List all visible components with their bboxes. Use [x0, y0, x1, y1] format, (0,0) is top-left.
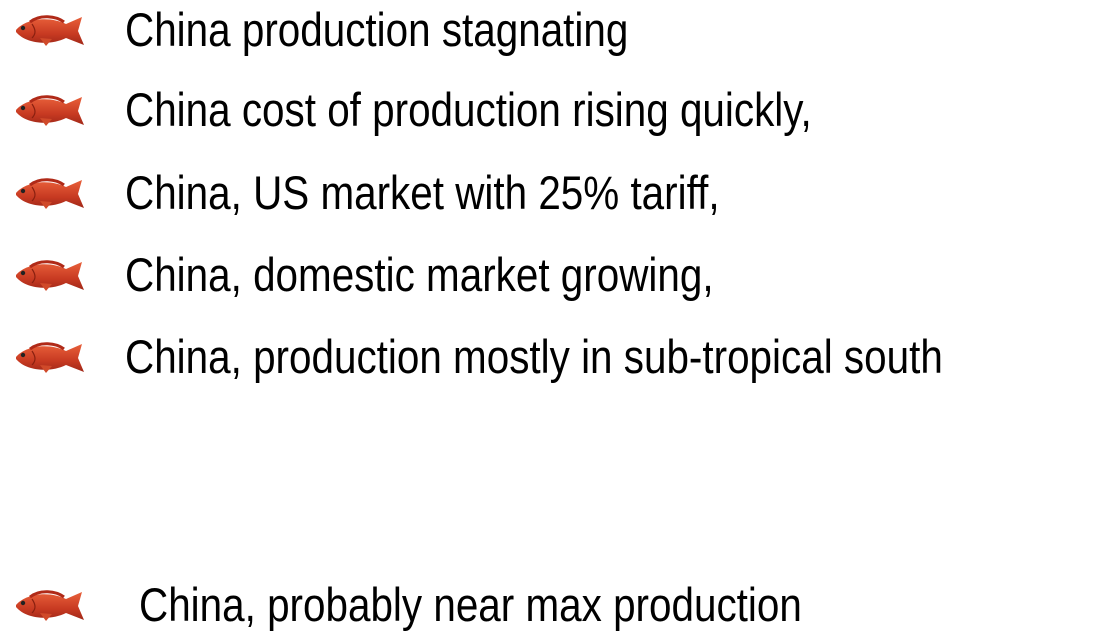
fish-bullet — [12, 14, 88, 48]
bullet-text: China, domestic market growing, — [125, 245, 714, 305]
bullet-row: China cost of production rising quickly, — [0, 80, 1101, 140]
bullet-row: China, domestic market growing, — [0, 245, 1101, 305]
fish-bullet — [12, 177, 88, 211]
bullet-text: China, production mostly in sub-tropical… — [125, 327, 943, 387]
bullet-row: China production stagnating — [0, 0, 1101, 60]
bullet-row: China, production mostly in sub-tropical… — [0, 327, 1101, 387]
fish-bullet — [12, 589, 88, 623]
fish-bullet — [12, 341, 88, 375]
bullet-row: China, probably near max production — [0, 575, 1101, 635]
fish-bullet — [12, 259, 88, 293]
bullet-text: China, probably near max production — [139, 575, 802, 635]
bullet-text: China, US market with 25% tariff, — [125, 163, 720, 223]
bullet-text: China cost of production rising quickly, — [125, 80, 812, 140]
bullet-row: China, US market with 25% tariff, — [0, 163, 1101, 223]
fish-bullet — [12, 94, 88, 128]
slide: China production stagnating China cost o… — [0, 0, 1101, 637]
page: html, body { margin: 0; padding: 0; back… — [0, 0, 1101, 637]
bullet-text: China production stagnating — [125, 0, 628, 60]
